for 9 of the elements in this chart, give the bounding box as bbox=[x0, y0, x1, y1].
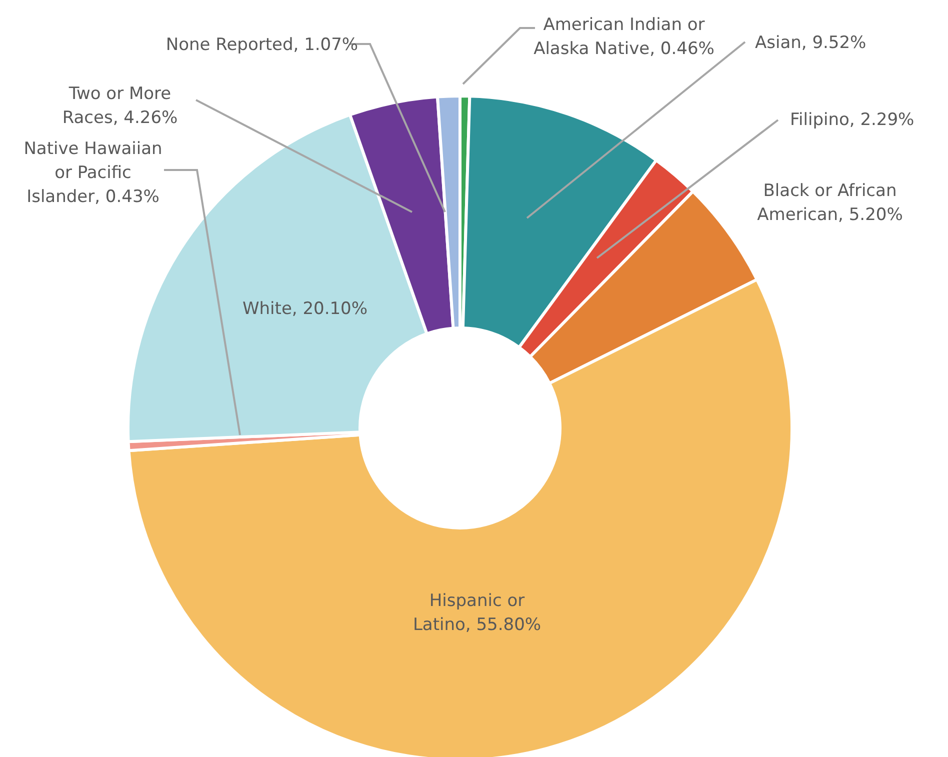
slice-label: Native Hawaiian or Pacific Islander, 0.43% bbox=[24, 139, 162, 207]
slice-label: Filipino, 2.29% bbox=[790, 110, 914, 130]
slice-label: White, 20.10% bbox=[242, 299, 368, 319]
slice-label: Two or More Races, 4.26% bbox=[62, 84, 178, 128]
slice-label: Hispanic or Latino, 55.80% bbox=[412, 591, 542, 635]
slice-label: Asian, 9.52% bbox=[755, 33, 866, 53]
slice-label: American Indian or Alaska Native, 0.46% bbox=[534, 15, 714, 59]
slice-label: None Reported, 1.07% bbox=[166, 35, 358, 55]
slice-label: Black or African American, 5.20% bbox=[757, 181, 903, 225]
